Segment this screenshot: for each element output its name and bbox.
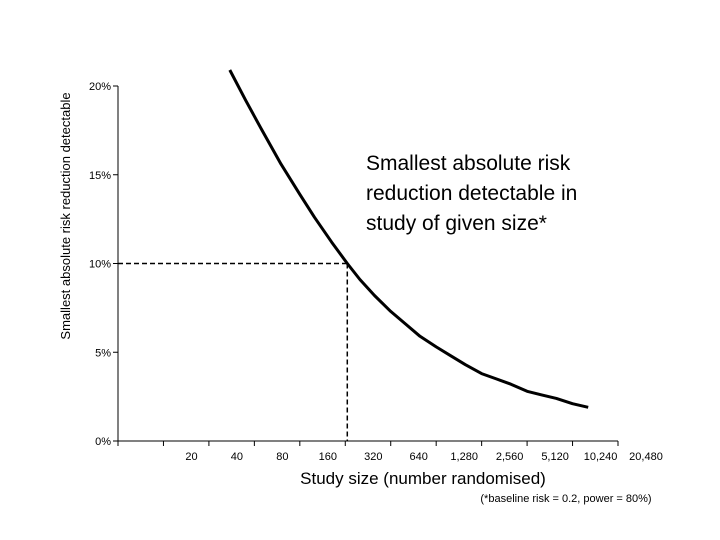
axes <box>113 85 619 446</box>
y-axis-label: Smallest absolute risk reduction detecta… <box>58 92 73 339</box>
series-line-1 <box>228 69 589 409</box>
y-tick-label: 10% <box>89 259 111 271</box>
x-tick-label: 5,120 <box>541 451 569 463</box>
series <box>228 69 589 409</box>
x-tick-label: 640 <box>410 451 428 463</box>
y-tick-label: 15% <box>89 170 111 182</box>
annotation-line-1: Smallest absolute risk <box>366 152 571 175</box>
x-tick-label: 40 <box>231 451 243 463</box>
x-tick-label: 160 <box>319 451 337 463</box>
x-axis-label: Study size (number randomised) <box>300 469 546 488</box>
y-tick-label: 5% <box>95 347 111 359</box>
annotation-line-3: study of given size* <box>366 212 547 235</box>
annotation-line-2: reduction detectable in <box>366 182 577 205</box>
x-tick-label: 1,280 <box>450 451 478 463</box>
x-tick-label: 2,560 <box>496 451 524 463</box>
x-tick-label: 80 <box>276 451 288 463</box>
tick-labels: 0% 5% 10% 15% 20% 20 40 80 160 320 640 1,280 2,560 5,… <box>89 81 663 463</box>
reference-lines <box>118 262 349 441</box>
footnote: (*baseline risk = 0.2, power = 80%) <box>480 493 651 505</box>
x-tick-label: 320 <box>364 451 382 463</box>
x-tick-label: 20,480 <box>629 451 663 463</box>
x-tick-label: 20 <box>185 451 197 463</box>
y-tick-label: 20% <box>89 81 111 93</box>
x-tick-label: 10,240 <box>584 451 618 463</box>
y-tick-label: 0% <box>95 436 111 448</box>
